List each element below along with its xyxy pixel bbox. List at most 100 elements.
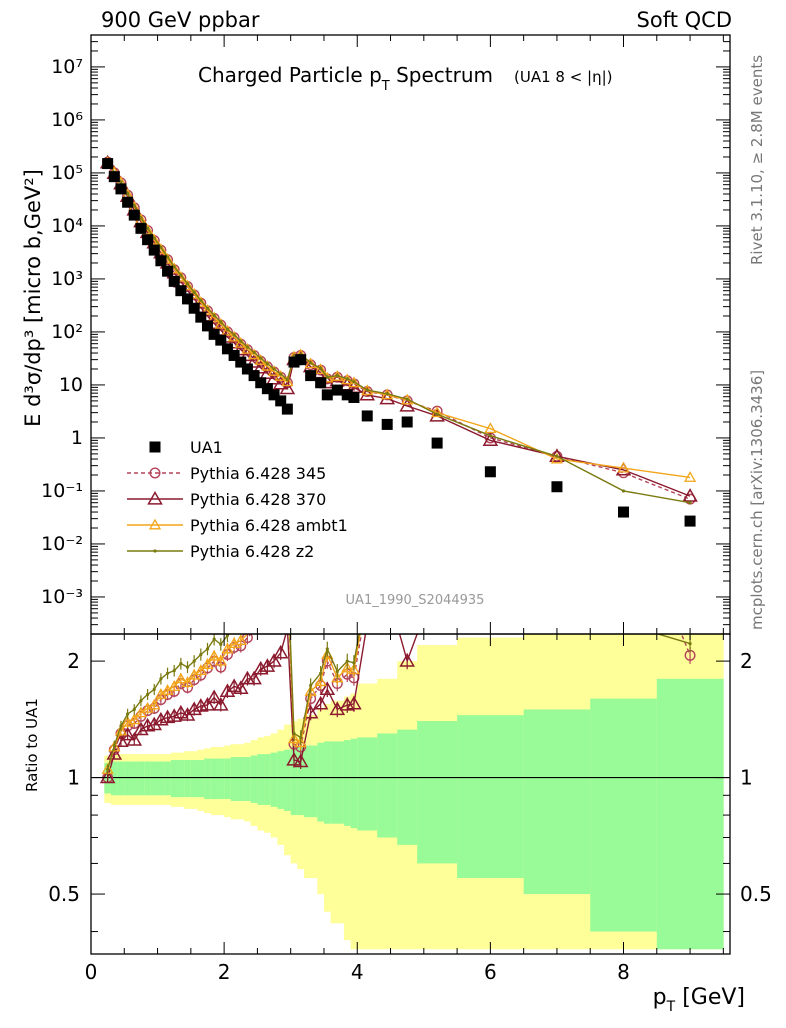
band-inner-bin — [217, 759, 224, 800]
data-point — [142, 234, 153, 245]
series-point — [366, 388, 369, 391]
side-label-top: Rivet 3.1.10, ≥ 2.8M events — [748, 55, 766, 265]
side-label-bottom: mcplots.cern.ch [arXiv:1306.3436] — [748, 370, 766, 630]
series-point — [279, 373, 282, 376]
legend: UA1Pythia 6.428 345Pythia 6.428 370Pythi… — [127, 438, 348, 561]
band-inner-bin — [184, 760, 191, 797]
series-point — [173, 265, 176, 268]
legend-label: Pythia 6.428 345 — [190, 464, 326, 483]
xlabel-rest: [GeV] — [675, 985, 745, 1010]
ratio-point — [219, 643, 222, 646]
ratio-point — [126, 712, 129, 715]
series-point — [286, 378, 289, 381]
band-inner-bin — [324, 741, 331, 823]
ratio-y-tick-label-right: 1 — [740, 766, 753, 790]
series-point — [309, 361, 312, 364]
ratio-point — [193, 660, 196, 663]
data-point — [129, 210, 140, 221]
x-tick-label: 0 — [85, 960, 98, 984]
ratio-point — [166, 672, 169, 675]
main-plot-frame — [91, 35, 730, 634]
data-point — [315, 377, 326, 388]
band-inner-bin — [351, 739, 358, 828]
band-inner-bin — [211, 759, 218, 800]
series-point — [166, 255, 169, 258]
band-inner-bin — [144, 762, 151, 796]
y-tick-label: 10⁻² — [41, 533, 83, 555]
data-point — [322, 389, 333, 400]
ratio-point — [186, 665, 189, 668]
y-tick-label: 10⁻¹ — [41, 480, 83, 502]
band-inner-bin — [271, 753, 278, 807]
y-tick-label: 10 — [59, 374, 83, 396]
ratio-point — [199, 653, 202, 656]
y-tick-label: 10³ — [51, 268, 83, 290]
data-point — [305, 370, 316, 381]
series-point — [206, 307, 209, 310]
xlabel-sub: T — [666, 999, 676, 1015]
data-point — [149, 245, 160, 256]
x-tick-label: 6 — [484, 960, 497, 984]
ratio-point — [133, 708, 136, 711]
data-point — [155, 255, 166, 266]
data-point — [685, 516, 696, 527]
legend-label: Pythia 6.428 z2 — [190, 542, 314, 561]
series-point — [336, 374, 339, 377]
data-point — [432, 438, 443, 449]
series-point — [252, 351, 255, 354]
data-point — [115, 183, 126, 194]
data-point — [102, 158, 113, 169]
legend-marker — [150, 442, 161, 453]
chart-svg: 900 GeV ppbar Soft QCD Rivet 3.1.10, ≥ 2… — [0, 0, 786, 1024]
x-tick-label: 4 — [351, 960, 364, 984]
x-tick-label: 8 — [617, 960, 630, 984]
ratio-y-tick-label-right: 0.5 — [740, 882, 772, 906]
series-point — [555, 455, 558, 458]
ratio-point — [206, 647, 209, 650]
ratio-point — [119, 724, 122, 727]
ratio-point — [153, 688, 156, 691]
series-point — [266, 362, 269, 365]
ratio-point — [309, 684, 312, 687]
ratio-point — [292, 732, 295, 735]
series-point — [193, 291, 196, 294]
legend-label: Pythia 6.428 ambt1 — [190, 516, 348, 535]
series-point — [139, 216, 142, 219]
ratio-point — [179, 662, 182, 665]
ratio-point — [346, 660, 349, 663]
data-point — [295, 354, 306, 365]
band-inner-bin — [158, 762, 165, 796]
band-inner-bin — [317, 743, 324, 822]
series-point — [133, 204, 136, 207]
data-point — [362, 410, 373, 421]
data-point — [135, 223, 146, 234]
band-inner-bin — [131, 762, 138, 796]
band-inner-bin — [204, 759, 211, 800]
ratio-point — [159, 677, 162, 680]
series-point — [199, 299, 202, 302]
band-inner-bin — [357, 737, 377, 830]
band-inner-bin — [377, 733, 397, 837]
figure: 900 GeV ppbar Soft QCD Rivet 3.1.10, ≥ 2… — [0, 0, 786, 1024]
series-point — [246, 345, 249, 348]
band-inner-bin — [397, 730, 417, 845]
data-point — [162, 266, 173, 277]
header-right: Soft QCD — [637, 8, 732, 32]
title-sub: T — [381, 79, 390, 94]
data-point — [282, 404, 293, 415]
ratio-y-tick-label: 0.5 — [48, 882, 80, 906]
y-tick-label: 10⁻³ — [41, 586, 83, 608]
band-inner-bin — [178, 760, 185, 797]
legend-marker — [153, 549, 156, 552]
ratio-point — [139, 699, 142, 702]
band-inner-bin — [224, 759, 231, 800]
data-point — [109, 171, 120, 182]
y-tick-label: 10² — [51, 321, 83, 343]
y-tick-label: 10⁶ — [51, 109, 83, 131]
ratio-y-axis-label: Ratio to UA1 — [23, 698, 41, 792]
ratio-y-tick-label: 1 — [67, 766, 80, 790]
data-point — [332, 385, 343, 396]
data-point — [551, 481, 562, 492]
band-inner-bin — [284, 750, 291, 811]
series-point — [386, 392, 389, 395]
